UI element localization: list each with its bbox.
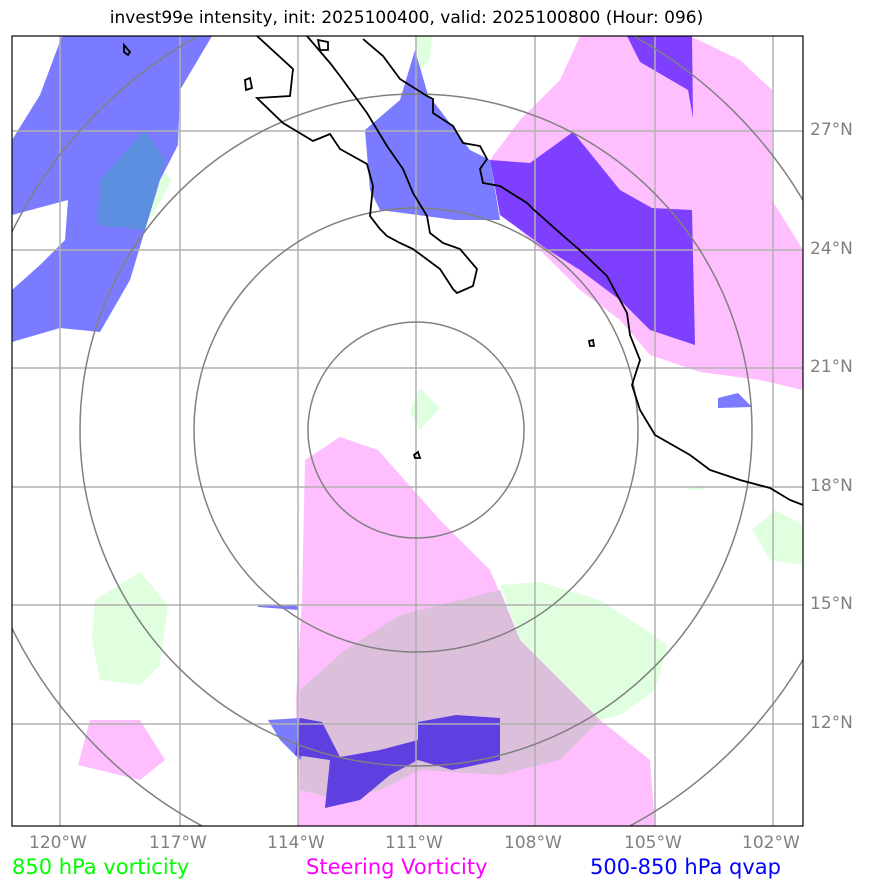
lat-tick: 15°N xyxy=(810,594,853,614)
map-title: invest99e intensity, init: 2025100400, v… xyxy=(109,8,704,28)
lat-tick: 27°N xyxy=(810,120,853,140)
lon-tick: 102°W xyxy=(742,833,800,853)
legend-steering-vorticity: Steering Vorticity xyxy=(306,855,488,879)
graticule xyxy=(12,36,803,826)
lat-tick: 12°N xyxy=(810,713,853,733)
lat-tick: 18°N xyxy=(810,476,853,496)
lon-tick: 117°W xyxy=(149,833,207,853)
lon-tick: 114°W xyxy=(267,833,325,853)
map-frame xyxy=(11,35,804,827)
lon-tick: 108°W xyxy=(504,833,562,853)
range-rings xyxy=(12,36,803,826)
legend-qvap: 500-850 hPa qvap xyxy=(590,855,781,879)
qvap-steering-overlap xyxy=(490,36,695,345)
legend-850-vorticity: 850 hPa vorticity xyxy=(12,855,190,879)
lat-tick: 24°N xyxy=(810,239,853,259)
lon-tick: 105°W xyxy=(624,833,682,853)
coastline xyxy=(123,36,803,506)
lon-tick: 111°W xyxy=(385,833,443,853)
lon-tick: 120°W xyxy=(29,833,87,853)
lat-tick: 21°N xyxy=(810,357,853,377)
vorticity-850-areas xyxy=(92,36,803,720)
